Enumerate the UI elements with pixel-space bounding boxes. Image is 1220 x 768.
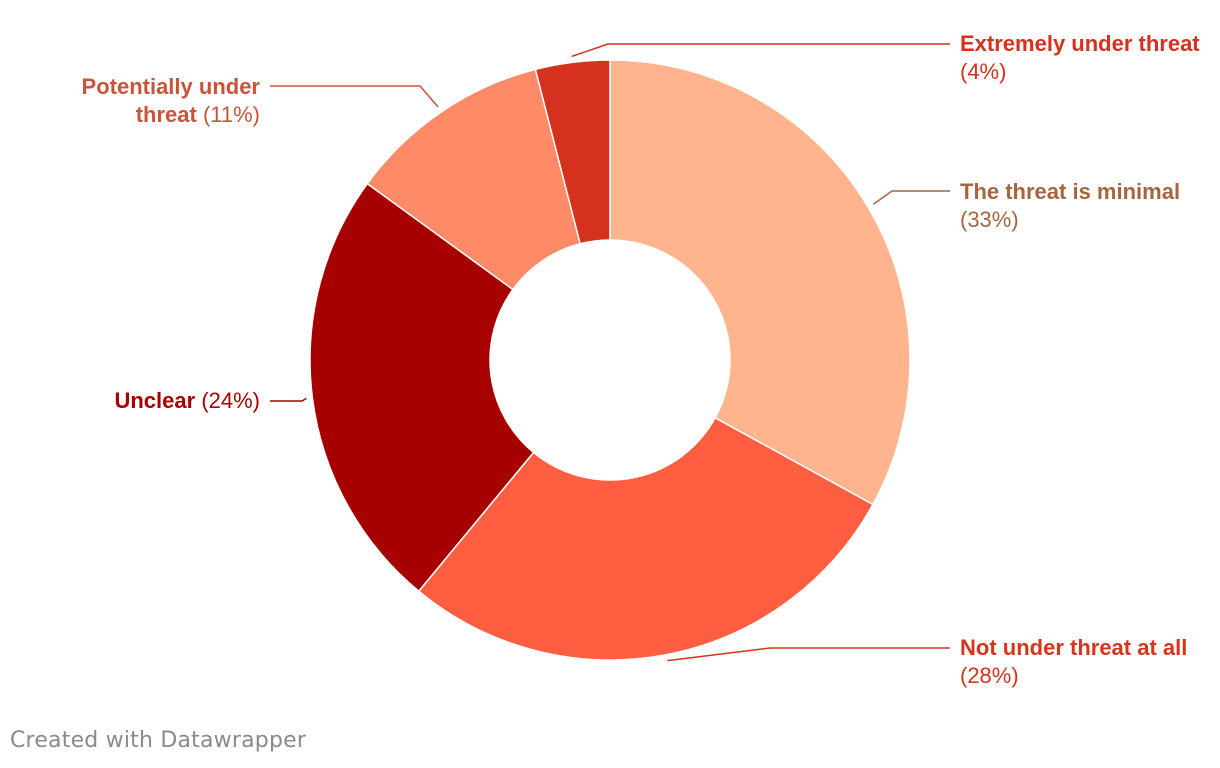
label-percent: (4%) <box>960 59 1007 84</box>
label-unclear: Unclear (24%) <box>40 387 260 415</box>
slice-extremely-under-threat <box>534 59 611 245</box>
label-not-under-threat: Not under threat at all (28%) <box>960 634 1200 690</box>
label-name: Potentially under threat <box>81 74 260 127</box>
label-name: The threat is minimal <box>960 179 1181 204</box>
label-name: Unclear <box>114 388 196 413</box>
label-percent: (28%) <box>960 663 1019 688</box>
slice-threat-minimal <box>609 59 911 506</box>
leader-line-not-under-threat <box>667 647 950 662</box>
leader-line-threat-minimal <box>872 190 950 205</box>
label-percent: (24%) <box>201 388 260 413</box>
label-percent: (33%) <box>960 207 1019 232</box>
slice-unclear <box>309 182 535 593</box>
leader-line-extremely-under-threat <box>571 43 950 58</box>
credit-text: Created with Datawrapper <box>10 728 307 753</box>
leader-lines <box>270 43 950 662</box>
label-potentially-under-threat: Potentially under threat (11%) <box>20 73 260 129</box>
leader-line-potentially-under-threat <box>270 85 439 108</box>
slice-potentially-under-threat <box>366 68 582 291</box>
slice-not-under-threat <box>417 416 874 661</box>
label-name: Extremely under threat <box>960 31 1200 56</box>
label-threat-minimal: The threat is minimal (33%) <box>960 178 1215 234</box>
leader-line-unclear <box>270 397 307 402</box>
donut-slices <box>309 59 911 661</box>
label-extremely-under-threat: Extremely under threat (4%) <box>960 30 1200 86</box>
label-percent: (11%) <box>202 102 260 127</box>
label-name: Not under threat at all <box>960 635 1188 660</box>
